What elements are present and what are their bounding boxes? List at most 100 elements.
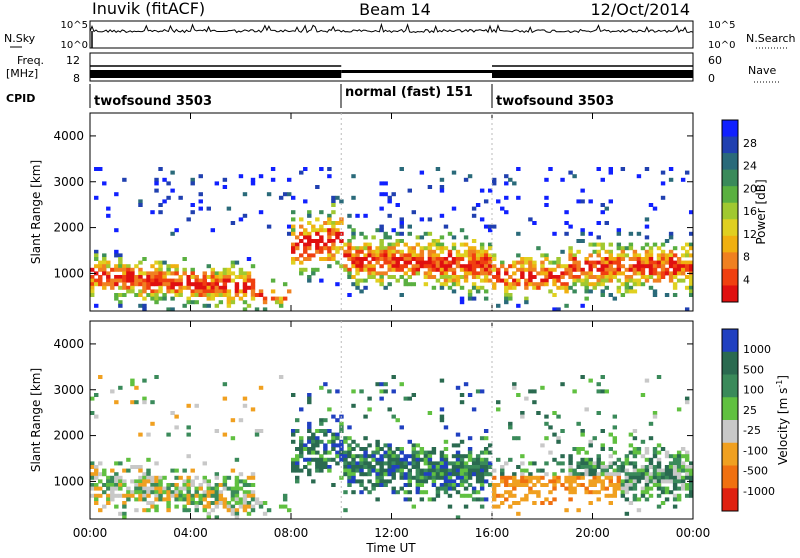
heatmap-cell bbox=[624, 486, 630, 491]
heatmap-cell bbox=[403, 278, 408, 283]
heatmap-cell bbox=[158, 296, 163, 301]
heatmap-cell bbox=[608, 249, 613, 254]
heatmap-cell bbox=[684, 170, 690, 175]
heatmap-cell bbox=[616, 260, 622, 265]
heatmap-cell bbox=[620, 486, 626, 491]
heatmap-cell bbox=[214, 293, 220, 297]
heatmap-cell bbox=[142, 257, 147, 261]
heatmap-cell bbox=[628, 483, 634, 487]
heatmap-cell bbox=[616, 289, 622, 294]
heatmap-cell bbox=[347, 293, 352, 297]
heatmap-cell bbox=[684, 486, 690, 491]
heatmap-cell bbox=[564, 289, 569, 294]
heatmap-cell bbox=[134, 465, 139, 469]
heatmap-cell bbox=[427, 217, 433, 222]
heatmap-cell bbox=[688, 242, 693, 247]
heatmap-cell bbox=[528, 260, 533, 265]
heatmap-cell bbox=[451, 289, 457, 294]
heatmap-cell bbox=[158, 479, 163, 484]
heatmap-cell bbox=[680, 271, 686, 276]
heatmap-cell bbox=[560, 468, 565, 473]
heatmap-cell bbox=[166, 490, 171, 495]
heatmap-cell bbox=[423, 454, 429, 459]
heatmap-cell bbox=[218, 289, 224, 294]
heatmap-cell bbox=[668, 275, 674, 279]
heatmap-cell bbox=[532, 275, 537, 279]
heatmap-cell bbox=[471, 239, 477, 243]
heatmap-cell bbox=[588, 472, 593, 477]
heatmap-cell bbox=[174, 282, 179, 287]
heatmap-cell bbox=[367, 246, 372, 251]
heatmap-cell bbox=[467, 253, 473, 258]
heatmap-cell bbox=[467, 264, 473, 269]
heatmap-cell bbox=[303, 465, 308, 469]
heatmap-cell bbox=[299, 170, 304, 175]
heatmap-cell bbox=[291, 217, 296, 222]
heatmap-cell bbox=[363, 447, 368, 451]
heatmap-cell bbox=[512, 278, 517, 283]
heatmap-cell bbox=[399, 167, 404, 171]
heatmap-cell bbox=[359, 249, 364, 254]
heatmap-cell bbox=[640, 275, 646, 279]
heatmap-cell bbox=[391, 468, 396, 473]
heatmap-cell bbox=[359, 246, 364, 251]
heatmap-cell bbox=[628, 479, 634, 484]
colorbar-swatch bbox=[722, 268, 738, 286]
heatmap-cell bbox=[142, 296, 147, 301]
heatmap-cell bbox=[688, 246, 693, 251]
heatmap-cell bbox=[620, 264, 626, 269]
velocity-colorbar-label: Velocity [m s-1] bbox=[775, 375, 790, 465]
heatmap-cell bbox=[435, 486, 441, 491]
heatmap-cell bbox=[359, 231, 364, 236]
heatmap-cell bbox=[379, 461, 384, 466]
heatmap-cell bbox=[391, 375, 396, 379]
colorbar-swatch bbox=[722, 120, 738, 138]
heatmap-cell bbox=[142, 307, 147, 311]
heatmap-cell bbox=[134, 278, 139, 283]
heatmap-cell bbox=[387, 213, 392, 218]
heatmap-cell bbox=[343, 264, 348, 269]
heatmap-cell bbox=[528, 275, 533, 279]
heatmap-cell bbox=[552, 472, 557, 477]
heatmap-cell bbox=[467, 296, 473, 301]
heatmap-cell bbox=[250, 289, 256, 294]
heatmap-cell bbox=[435, 253, 441, 258]
heatmap-cell bbox=[504, 195, 509, 200]
heatmap-cell bbox=[202, 282, 207, 287]
heatmap-cell bbox=[668, 235, 674, 240]
heatmap-cell bbox=[576, 260, 581, 265]
heatmap-cell bbox=[178, 493, 183, 498]
heatmap-cell bbox=[431, 253, 437, 258]
heatmap-cell bbox=[347, 249, 352, 254]
heatmap-cell bbox=[439, 246, 445, 251]
heatmap-cell bbox=[242, 271, 248, 276]
heatmap-cell bbox=[560, 264, 565, 269]
heatmap-cell bbox=[496, 504, 501, 509]
heatmap-cell bbox=[162, 177, 167, 182]
heatmap-cell bbox=[411, 271, 417, 276]
heatmap-cell bbox=[487, 257, 493, 261]
heatmap-cell bbox=[475, 389, 481, 394]
heatmap-cell bbox=[688, 210, 693, 215]
heatmap-cell bbox=[154, 181, 159, 186]
heatmap-cell bbox=[500, 260, 505, 265]
heatmap-cell bbox=[576, 264, 581, 269]
heatmap-cell bbox=[347, 450, 352, 455]
heatmap-cell bbox=[431, 475, 437, 480]
colorbar-swatch bbox=[722, 442, 738, 466]
heatmap-cell bbox=[584, 257, 589, 261]
heatmap-cell bbox=[222, 475, 228, 480]
heatmap-cell bbox=[604, 249, 609, 254]
heatmap-cell bbox=[536, 493, 541, 498]
heatmap-cell bbox=[459, 300, 465, 305]
heatmap-cell bbox=[214, 493, 220, 498]
heatmap-cell bbox=[656, 472, 662, 477]
heatmap-cell bbox=[636, 282, 642, 287]
heatmap-cell bbox=[170, 493, 175, 498]
heatmap-cell bbox=[311, 228, 316, 233]
heatmap-cell bbox=[676, 497, 682, 502]
heatmap-cell bbox=[399, 457, 404, 462]
heatmap-cell bbox=[628, 501, 634, 505]
heatmap-cell bbox=[315, 231, 320, 236]
